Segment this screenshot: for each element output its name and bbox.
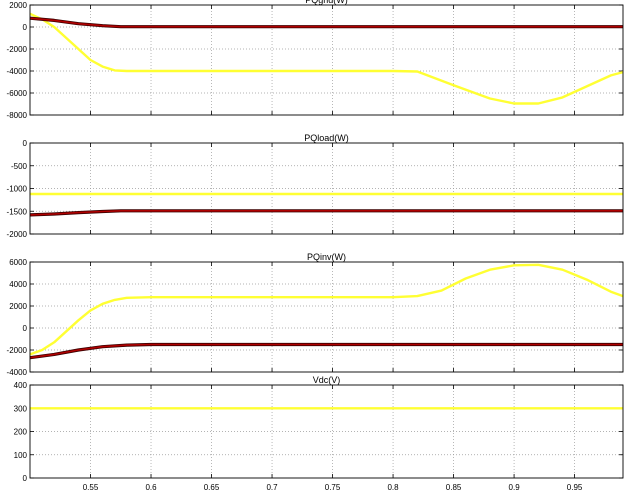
series-line bbox=[29, 17, 623, 28]
x-tick-label: 0.85 bbox=[446, 483, 462, 492]
y-tick-label: 200 bbox=[14, 428, 28, 437]
series-line bbox=[29, 343, 623, 359]
y-tick-label: -2000 bbox=[7, 346, 28, 355]
y-tick-label: -4000 bbox=[7, 67, 28, 76]
axes-frame bbox=[29, 142, 624, 235]
chart-title: PQload(W) bbox=[304, 133, 349, 143]
plot-area bbox=[30, 5, 623, 115]
x-tick-label: 0.55 bbox=[83, 483, 99, 492]
axes-frame bbox=[29, 384, 624, 479]
chart-title: PQinv(W) bbox=[307, 252, 346, 262]
x-tick-label: 0.95 bbox=[567, 483, 583, 492]
chart-panel: 0 -500 -1000 -1500 -2000 PQload(W) bbox=[7, 133, 624, 239]
y-tick-label: 0 bbox=[23, 474, 28, 483]
chart-title: PQgrid(W) bbox=[305, 0, 348, 5]
chart-panel: 2000 0 -2000 -4000 -6000 -8000 PQgrid(W) bbox=[7, 0, 624, 120]
y-tick-label: 6000 bbox=[9, 258, 27, 267]
axes-frame bbox=[29, 4, 624, 116]
y-tick-label: -1000 bbox=[7, 185, 28, 194]
y-tick-label: -2000 bbox=[7, 45, 28, 54]
y-tick-label: 0 bbox=[23, 324, 28, 333]
x-tick-label: 0.8 bbox=[387, 483, 399, 492]
plot-area bbox=[30, 385, 623, 478]
y-tick-label: 400 bbox=[14, 381, 28, 390]
y-tick-label: -1500 bbox=[7, 207, 28, 216]
x-tick-label: 0.6 bbox=[145, 483, 157, 492]
y-tick-label: 0 bbox=[23, 139, 28, 148]
y-tick-label: 2000 bbox=[9, 302, 27, 311]
y-tick-label: 300 bbox=[14, 404, 28, 413]
chart-panel: 400 300 200 100 0 0.55 0.6 0.65 0.7 0.75 0.8 0.85 0.… bbox=[14, 375, 624, 492]
y-tick-label: 2000 bbox=[9, 1, 27, 10]
y-tick-label: -500 bbox=[11, 162, 28, 171]
y-tick-label: -6000 bbox=[7, 89, 28, 98]
y-tick-label: -4000 bbox=[7, 368, 28, 377]
axes-frame bbox=[29, 261, 624, 373]
y-tick-label: -8000 bbox=[7, 111, 28, 120]
plot-area bbox=[30, 262, 623, 372]
x-tick-label: 0.7 bbox=[266, 483, 278, 492]
y-tick-label: -2000 bbox=[7, 230, 28, 239]
y-tick-label: 100 bbox=[14, 451, 28, 460]
x-tick-label: 0.75 bbox=[325, 483, 341, 492]
series-line bbox=[29, 210, 623, 216]
series-line bbox=[29, 263, 624, 356]
y-tick-label: 4000 bbox=[9, 280, 27, 289]
x-tick-label: 0.9 bbox=[509, 483, 521, 492]
y-tick-label: 0 bbox=[23, 23, 28, 32]
plot-area bbox=[30, 143, 623, 234]
chart-panel: 6000 4000 2000 0 -2000 -4000 PQinv(W) bbox=[7, 252, 624, 377]
chart-title: Vdc(V) bbox=[313, 375, 341, 385]
series-line bbox=[29, 12, 624, 105]
x-tick-label: 0.65 bbox=[204, 483, 220, 492]
